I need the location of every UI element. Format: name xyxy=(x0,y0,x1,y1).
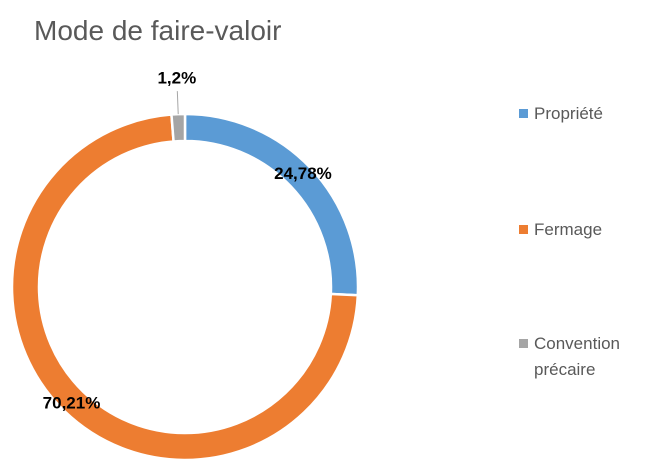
donut-segment xyxy=(183,112,360,297)
legend-swatch xyxy=(519,225,528,234)
donut-segment xyxy=(170,112,187,143)
legend-label: Convention précaire xyxy=(534,334,621,379)
donut-segment xyxy=(10,113,360,461)
chart-title: Mode de faire-valoir xyxy=(34,15,281,46)
data-label: 1,2% xyxy=(157,69,196,88)
data-label: 70,21% xyxy=(43,393,101,412)
leader-line xyxy=(176,91,179,115)
legend-label: Fermage xyxy=(534,220,603,239)
data-label: 24,78% xyxy=(274,164,332,183)
legend-swatch xyxy=(519,339,528,348)
legend-swatch xyxy=(519,109,528,118)
legend-item: Propriété xyxy=(519,103,634,127)
legend-item: Convention précaire xyxy=(519,333,634,383)
legend-label: Propriété xyxy=(534,104,603,123)
legend-item: Fermage xyxy=(519,219,634,243)
